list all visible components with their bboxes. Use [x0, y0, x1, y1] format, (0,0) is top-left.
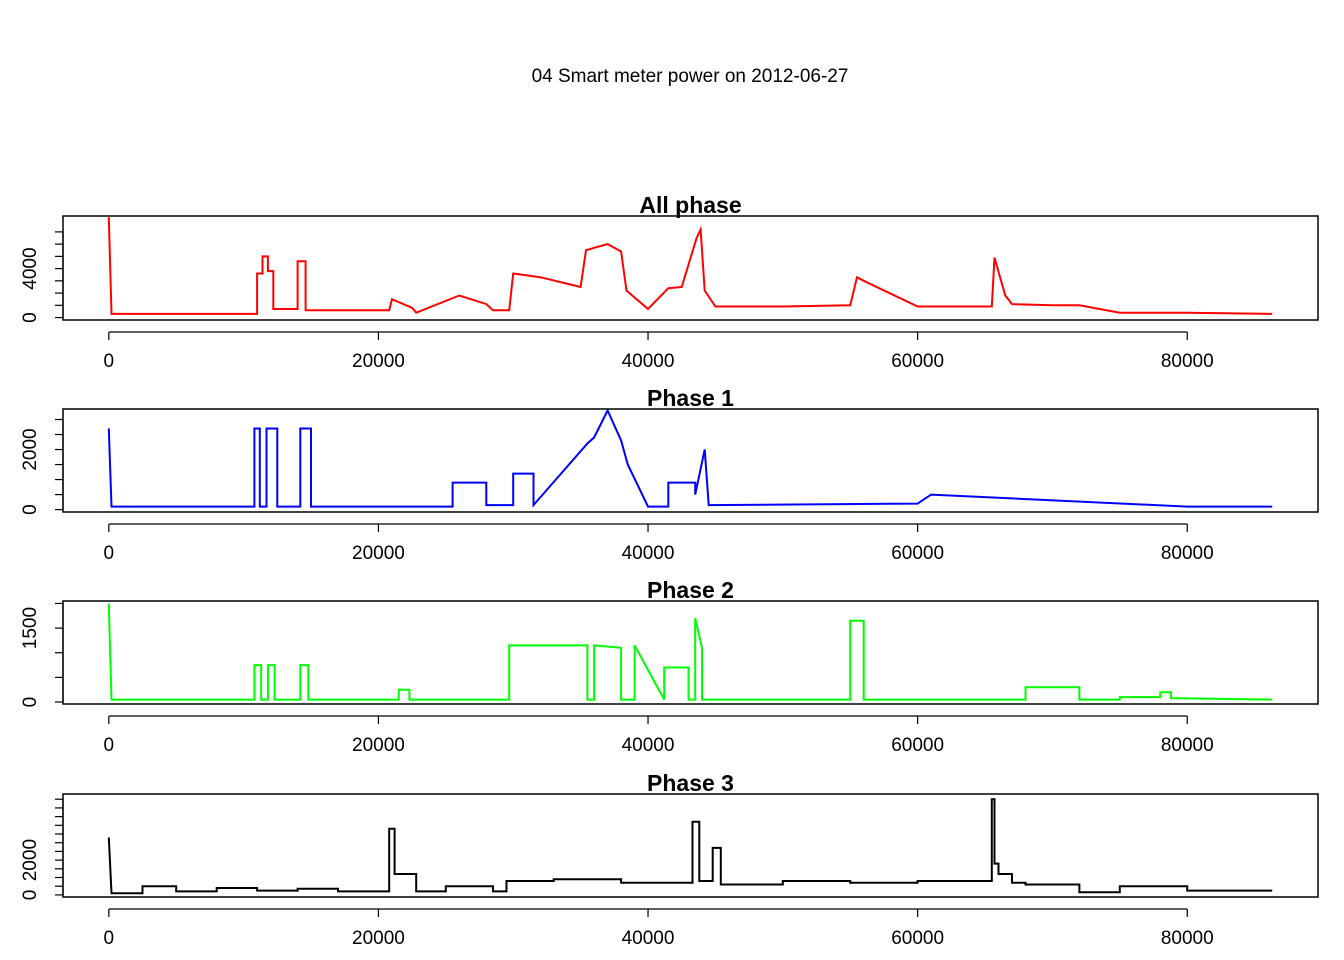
panel-4-y-tick-label: 2000 — [20, 839, 41, 881]
panel-2: Phase 1 0 20000 40000 60000 80000 0 2000 — [20, 385, 1319, 564]
panel-4-title: Phase 3 — [647, 770, 734, 796]
panel-2-x-tick-label: 60000 — [891, 543, 944, 564]
panel-3-title: Phase 2 — [647, 577, 734, 603]
panel-1-x-tick-label: 0 — [104, 351, 115, 372]
panel-3-y-tick-label: 0 — [20, 697, 41, 708]
panel-3-x-tick-label: 0 — [104, 735, 115, 756]
panel-1-y-tick-label: 0 — [20, 312, 41, 323]
panel-3-x-tick-label: 20000 — [352, 735, 405, 756]
panel-4-x-tick-label: 40000 — [622, 928, 675, 949]
panel-3: Phase 2 0 20000 40000 60000 80000 0 1500 — [20, 577, 1319, 756]
main-title: 04 Smart meter power on 2012-06-27 — [532, 66, 849, 87]
panel-1-x-tick-label: 40000 — [622, 351, 675, 372]
panel-4-x-tick-label: 60000 — [891, 928, 944, 949]
panel-4-x-axis: 0 20000 40000 60000 80000 — [104, 908, 1214, 949]
panel-3-y-tick-label: 1500 — [20, 607, 41, 649]
panel-1-series-line — [107, 217, 1273, 315]
panel-2-x-tick-label: 0 — [104, 543, 115, 564]
panel-4-y-tick-label: 0 — [20, 890, 41, 901]
panel-2-series-line — [107, 408, 1273, 508]
panel-4-x-tick-label: 80000 — [1161, 928, 1214, 949]
panel-3-x-tick-label: 60000 — [891, 735, 944, 756]
panel-4-y-axis: 0 2000 — [20, 798, 64, 901]
panel-1-x-tick-label: 60000 — [891, 351, 944, 372]
panel-2-y-tick-label: 2000 — [20, 428, 41, 470]
panel-2-y-axis: 0 2000 — [20, 418, 64, 515]
panel-2-title: Phase 1 — [647, 385, 734, 411]
panel-1-x-tick-label: 20000 — [352, 351, 405, 372]
panel-2-x-tick-label: 20000 — [352, 543, 405, 564]
panel-4-series-line — [107, 798, 1273, 895]
panel-1-x-tick-label: 80000 — [1161, 351, 1214, 372]
panel-2-x-tick-label: 40000 — [622, 543, 675, 564]
panel-4-x-tick-label: 0 — [104, 928, 115, 949]
panel-1-title: All phase — [639, 192, 741, 218]
panel-1-x-axis: 0 20000 40000 60000 80000 — [104, 331, 1214, 372]
panel-3-series-line — [107, 603, 1273, 701]
panel-4-x-tick-label: 20000 — [352, 928, 405, 949]
panel-3-x-tick-label: 40000 — [622, 735, 675, 756]
panel-2-y-tick-label: 0 — [20, 504, 41, 515]
panel-1-y-axis: 0 4000 — [20, 231, 64, 323]
panel-3-y-axis: 0 1500 — [20, 602, 64, 708]
panel-4: Phase 3 0 20000 40000 60000 80000 0 2000 — [20, 770, 1319, 949]
panel-2-x-axis: 0 20000 40000 60000 80000 — [104, 523, 1214, 564]
panel-1: All phase 0 20000 40000 60000 80000 0 4000 — [20, 192, 1319, 372]
panel-3-x-axis: 0 20000 40000 60000 80000 — [104, 715, 1214, 756]
panel-2-x-tick-label: 80000 — [1161, 543, 1214, 564]
panel-3-x-tick-label: 80000 — [1161, 735, 1214, 756]
panel-1-y-tick-label: 4000 — [20, 247, 41, 289]
